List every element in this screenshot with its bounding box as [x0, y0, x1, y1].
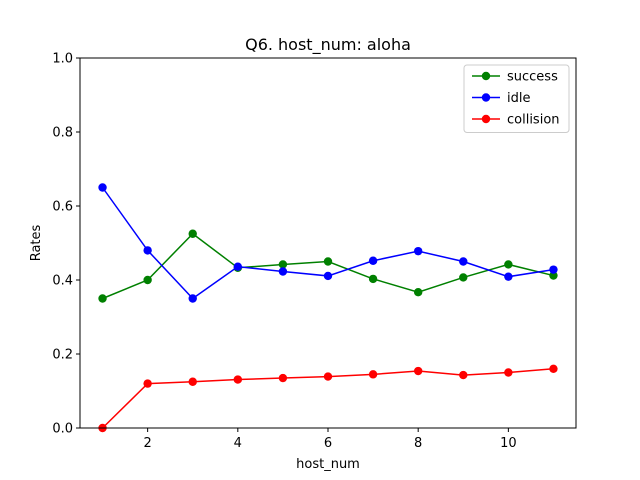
data-point-success	[459, 273, 468, 282]
y-tick-label: 0.2	[52, 348, 73, 363]
chart-title: Q6. host_num: aloha	[245, 35, 411, 55]
x-tick-label: 10	[500, 436, 517, 451]
data-point-collision	[368, 370, 378, 379]
x-axis-label: host_num	[296, 457, 360, 472]
data-point-collision	[278, 373, 288, 383]
data-point-collision	[143, 379, 152, 388]
legend-label: collision	[507, 113, 560, 128]
series-idle	[98, 183, 558, 303]
y-tick-label: 0.0	[52, 422, 73, 437]
data-point-success	[278, 260, 288, 269]
data-point-idle	[323, 271, 333, 281]
data-point-success	[98, 294, 107, 303]
legend-label: idle	[507, 91, 530, 106]
data-point-idle	[143, 246, 152, 255]
data-point-collision	[504, 368, 513, 377]
data-point-idle	[413, 246, 423, 256]
data-point-idle	[504, 272, 513, 281]
x-tick-label: 8	[414, 436, 422, 451]
data-point-idle	[368, 256, 378, 265]
series-success	[98, 229, 558, 303]
x-tick-label: 4	[234, 436, 242, 451]
data-point-success	[413, 288, 423, 297]
series-collision	[98, 364, 558, 433]
data-point-success	[549, 271, 558, 280]
legend-item-collision: collision	[472, 113, 560, 128]
data-point-success	[188, 229, 197, 238]
data-point-collision	[413, 366, 423, 376]
data-point-collision	[233, 375, 243, 384]
legend: success idle collision	[463, 64, 570, 133]
data-point-success	[504, 260, 513, 269]
legend-box	[463, 64, 570, 133]
x-tick-label: 2	[143, 436, 151, 451]
data-point-idle	[188, 294, 197, 303]
data-point-collision	[188, 377, 197, 386]
y-axis-label: Rates	[29, 224, 44, 261]
data-point-collision	[459, 370, 468, 380]
data-point-idle	[98, 183, 107, 192]
data-point-idle	[549, 265, 558, 274]
data-point-idle	[459, 257, 468, 266]
data-point-idle	[233, 262, 243, 271]
data-point-idle	[278, 267, 288, 276]
y-tick-label: 0.4	[52, 274, 73, 289]
x-tick-label: 6	[324, 436, 332, 451]
legend-marker-swatch	[481, 71, 491, 81]
y-tick-label: 0.6	[52, 200, 73, 215]
data-point-success	[143, 275, 152, 285]
legend-marker-swatch	[481, 93, 491, 102]
data-point-success	[323, 257, 333, 266]
data-point-collision	[549, 364, 558, 373]
legend-item-success: success	[472, 70, 558, 85]
data-point-success	[368, 274, 378, 284]
y-tick-label: 0.8	[52, 126, 73, 141]
y-tick-label: 1.0	[52, 52, 73, 67]
data-point-collision	[323, 372, 333, 381]
legend-label: success	[507, 70, 558, 85]
legend-item-idle: idle	[472, 91, 530, 106]
legend-marker-swatch	[481, 114, 491, 124]
